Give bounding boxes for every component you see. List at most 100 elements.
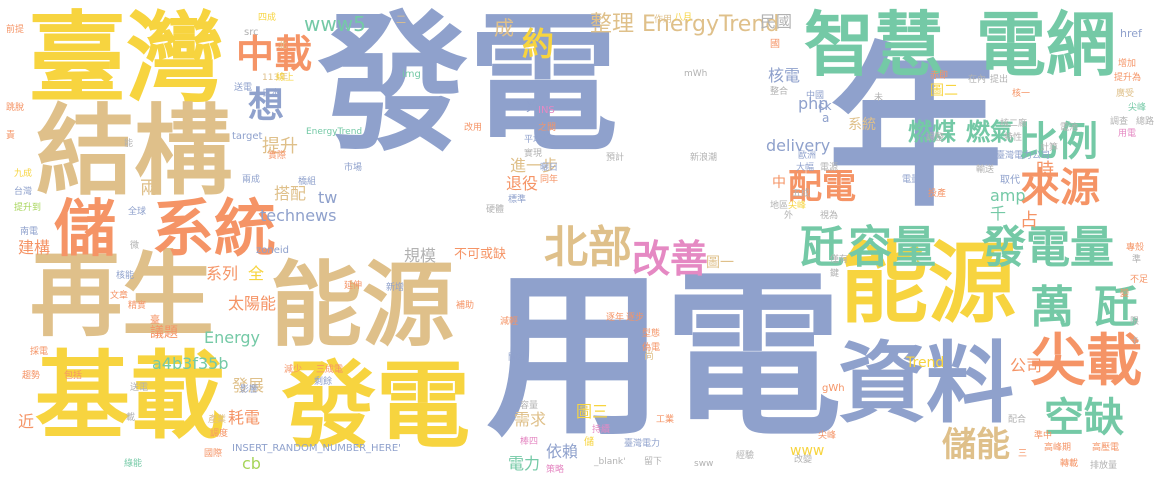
word: 中國 (806, 91, 825, 101)
word: INS (538, 105, 555, 116)
word: 型態 (642, 329, 661, 339)
word: delivery (766, 136, 831, 155)
word: 系統 (848, 117, 876, 133)
word: 三 (1018, 449, 1028, 459)
word: 空缺 (1044, 395, 1124, 441)
word: 準中 (1034, 431, 1053, 441)
word: 比例 (1018, 119, 1098, 165)
word: 日本 (262, 89, 281, 99)
word: 北部 (544, 222, 632, 273)
word: 萬 (1030, 282, 1074, 333)
word: 再生 (30, 242, 215, 349)
word: 臺灣電力 (624, 439, 661, 449)
word: 系列 (206, 264, 239, 283)
word: 南電 (20, 227, 39, 237)
word: 核電 (768, 66, 801, 85)
word: 核二廠 (1000, 119, 1028, 129)
word: www (790, 443, 825, 459)
word: 文章 (110, 291, 129, 301)
word: cb (242, 454, 261, 473)
word: INSERT_RANDOM_NUMBER_HERE' (232, 443, 401, 454)
word: 用電 (486, 253, 842, 460)
word: 國 (770, 39, 780, 50)
word: 核一 (1012, 89, 1031, 99)
word: 國際 (204, 449, 223, 459)
word: 尖峰 (818, 431, 837, 441)
word: 投產 (928, 189, 947, 199)
word: 關鍵 (508, 353, 527, 363)
word: Energy (204, 328, 261, 347)
word: 輸送 (976, 165, 995, 175)
word: 整合 (770, 87, 789, 97)
word: 時 (1036, 160, 1054, 181)
word: 全 (248, 264, 265, 283)
word: 瓩 (1094, 282, 1138, 333)
word: 千 (990, 204, 1007, 223)
word: 臺灣 (28, 2, 225, 116)
word: 夠 (526, 99, 540, 115)
word: technews (260, 206, 337, 225)
word: href (1120, 27, 1142, 40)
word: 採電 (30, 347, 49, 357)
word: 計算 (1040, 143, 1059, 153)
word: 尚 (644, 351, 654, 362)
word: 未 (874, 93, 884, 103)
word: 補助 (456, 301, 475, 311)
word: 責 (6, 131, 16, 141)
word: 燃氣 (966, 118, 1014, 146)
word: 工業 (656, 415, 675, 425)
word: www5 (304, 12, 366, 36)
word: 持續 (592, 425, 611, 435)
word: 年 (828, 28, 1003, 231)
word: 公司 (1010, 356, 1043, 375)
word: 中載 (236, 32, 313, 76)
word: php (798, 94, 829, 113)
word: 卡 (1130, 337, 1140, 347)
word: 線上 (276, 73, 295, 83)
word: 視為 (820, 211, 839, 221)
word: target (232, 131, 263, 142)
word: 能源 (270, 252, 455, 359)
word: 尖載 (1030, 329, 1142, 394)
word: 留下 (644, 457, 663, 467)
word: 提升 (262, 136, 298, 157)
word: 智慧 (804, 4, 944, 86)
word: 圖三 (576, 402, 609, 421)
word: 偽電 (642, 343, 661, 353)
word: 占 (1020, 210, 1038, 231)
word: 載 (126, 413, 136, 423)
word: 臺灣電力公司 (996, 151, 1051, 161)
word: 三成電 (316, 365, 344, 375)
word: 約 (522, 25, 555, 63)
word: a4b3f35b (152, 354, 229, 373)
word: 送電 (234, 83, 253, 93)
word: 配合 (1008, 415, 1027, 425)
word: 延伸 (344, 281, 363, 291)
word: 整理 (590, 12, 635, 37)
word: 調度 (210, 429, 229, 439)
word: 建構 (18, 238, 51, 257)
word: 限 (1130, 317, 1140, 327)
word: 不足 (1130, 275, 1149, 285)
word: 退役 (506, 174, 539, 193)
word: 作用 (654, 15, 673, 25)
word: 台灣 (14, 187, 33, 197)
word: 改變 (794, 455, 813, 465)
word: 外 (784, 211, 794, 221)
word: 圖二 (930, 83, 958, 99)
word: 跳脫 (6, 103, 25, 113)
word: 地區 (770, 201, 789, 211)
word: 綠能 (124, 459, 143, 469)
word: Trend (906, 355, 945, 371)
word: EnergyTrend (306, 127, 363, 137)
word: 產業 (208, 415, 227, 425)
word: 發電量 (982, 222, 1114, 273)
word: 在內 (968, 75, 987, 85)
word: 容量 (848, 222, 936, 273)
word: 專殼 (1126, 243, 1145, 253)
word: a (822, 111, 830, 125)
word: 標準 (508, 195, 527, 205)
word: 電網 (976, 4, 1116, 86)
word: 容量 (520, 401, 539, 411)
word: tw (318, 188, 338, 207)
